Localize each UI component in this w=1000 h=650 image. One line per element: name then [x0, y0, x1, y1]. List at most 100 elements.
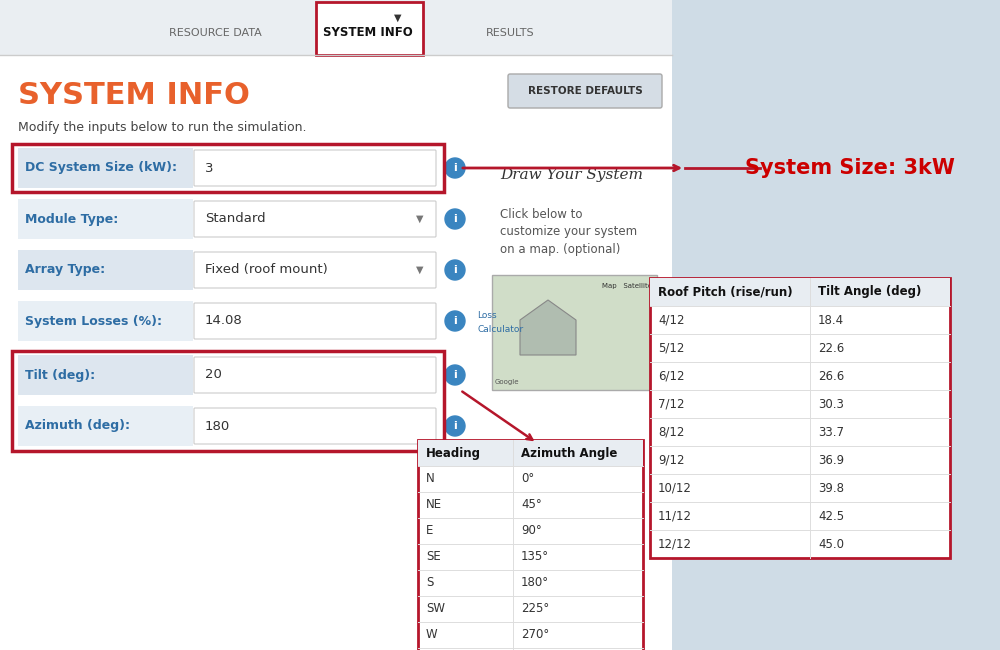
FancyBboxPatch shape — [18, 148, 193, 188]
FancyBboxPatch shape — [194, 303, 436, 339]
Circle shape — [445, 416, 465, 436]
Circle shape — [445, 365, 465, 385]
Text: i: i — [453, 370, 457, 380]
Text: Calculator: Calculator — [477, 324, 523, 333]
Text: Roof Pitch (rise/run): Roof Pitch (rise/run) — [658, 285, 793, 298]
Text: 39.8: 39.8 — [818, 482, 844, 495]
FancyBboxPatch shape — [194, 408, 436, 444]
Text: 36.9: 36.9 — [818, 454, 844, 467]
Text: Tilt Angle (deg): Tilt Angle (deg) — [818, 285, 921, 298]
Text: Heading: Heading — [426, 447, 481, 460]
FancyBboxPatch shape — [194, 150, 436, 186]
FancyBboxPatch shape — [194, 357, 436, 393]
Text: ▼: ▼ — [394, 13, 402, 23]
Text: 7/12: 7/12 — [658, 398, 684, 411]
Text: Draw Your System: Draw Your System — [500, 168, 643, 182]
Text: Azimuth Angle: Azimuth Angle — [521, 447, 617, 460]
Text: ▼: ▼ — [416, 214, 424, 224]
Polygon shape — [520, 300, 576, 355]
Text: customize your system: customize your system — [500, 226, 637, 239]
FancyBboxPatch shape — [418, 440, 643, 466]
Text: 90°: 90° — [521, 525, 542, 538]
FancyBboxPatch shape — [0, 0, 672, 55]
FancyBboxPatch shape — [0, 0, 672, 650]
Text: RESTORE DEFAULTS: RESTORE DEFAULTS — [528, 86, 642, 96]
Text: Standard: Standard — [205, 213, 266, 226]
Text: SE: SE — [426, 551, 441, 564]
Text: RESOURCE DATA: RESOURCE DATA — [169, 28, 261, 38]
Text: Tilt (deg):: Tilt (deg): — [25, 369, 95, 382]
FancyBboxPatch shape — [650, 278, 950, 306]
Text: 3: 3 — [205, 161, 214, 174]
Text: i: i — [453, 421, 457, 431]
Circle shape — [445, 260, 465, 280]
Text: SW: SW — [426, 603, 445, 616]
Text: 11/12: 11/12 — [658, 510, 692, 523]
FancyBboxPatch shape — [18, 406, 193, 446]
Text: ▼: ▼ — [416, 265, 424, 275]
FancyBboxPatch shape — [18, 301, 193, 341]
Text: Google: Google — [495, 379, 520, 385]
Text: Click below to: Click below to — [500, 209, 582, 222]
Text: 180: 180 — [205, 419, 230, 432]
Text: 5/12: 5/12 — [658, 341, 684, 354]
Text: 42.5: 42.5 — [818, 510, 844, 523]
Text: Loss: Loss — [477, 311, 497, 320]
FancyBboxPatch shape — [508, 74, 662, 108]
Text: 14.08: 14.08 — [205, 315, 243, 328]
Text: Array Type:: Array Type: — [25, 263, 105, 276]
Text: 270°: 270° — [521, 629, 549, 642]
Text: SYSTEM INFO: SYSTEM INFO — [18, 81, 250, 109]
Text: Map   Satellite: Map Satellite — [602, 283, 652, 289]
FancyBboxPatch shape — [18, 199, 193, 239]
Text: SYSTEM INFO: SYSTEM INFO — [323, 27, 413, 40]
Text: 45.0: 45.0 — [818, 538, 844, 551]
Text: System Losses (%):: System Losses (%): — [25, 315, 162, 328]
Text: 20: 20 — [205, 369, 222, 382]
Text: 10/12: 10/12 — [658, 482, 692, 495]
FancyBboxPatch shape — [194, 201, 436, 237]
Text: 135°: 135° — [521, 551, 549, 564]
Circle shape — [445, 209, 465, 229]
Text: 18.4: 18.4 — [818, 313, 844, 326]
Text: Fixed (roof mount): Fixed (roof mount) — [205, 263, 328, 276]
Text: 4/12: 4/12 — [658, 313, 684, 326]
Text: NE: NE — [426, 499, 442, 512]
Text: 33.7: 33.7 — [818, 426, 844, 439]
FancyBboxPatch shape — [492, 275, 657, 390]
Text: System Size: 3kW: System Size: 3kW — [745, 158, 955, 178]
Text: E: E — [426, 525, 433, 538]
Text: Modify the inputs below to run the simulation.: Modify the inputs below to run the simul… — [18, 122, 306, 135]
FancyBboxPatch shape — [316, 2, 423, 55]
Circle shape — [445, 158, 465, 178]
Text: N: N — [426, 473, 435, 486]
Text: 6/12: 6/12 — [658, 369, 684, 382]
Text: 180°: 180° — [521, 577, 549, 590]
Text: on a map. (optional): on a map. (optional) — [500, 242, 620, 255]
FancyBboxPatch shape — [194, 252, 436, 288]
FancyBboxPatch shape — [418, 440, 643, 650]
FancyBboxPatch shape — [650, 278, 950, 558]
Text: 225°: 225° — [521, 603, 549, 616]
Text: RESULTS: RESULTS — [486, 28, 534, 38]
Text: 26.6: 26.6 — [818, 369, 844, 382]
Text: i: i — [453, 214, 457, 224]
FancyBboxPatch shape — [653, 304, 683, 361]
Text: DC System Size (kW):: DC System Size (kW): — [25, 161, 177, 174]
Text: i: i — [453, 316, 457, 326]
Text: Azimuth (deg):: Azimuth (deg): — [25, 419, 130, 432]
Text: 30.3: 30.3 — [818, 398, 844, 411]
Text: 12/12: 12/12 — [658, 538, 692, 551]
Text: S: S — [426, 577, 433, 590]
Text: 8/12: 8/12 — [658, 426, 684, 439]
Text: Module Type:: Module Type: — [25, 213, 118, 226]
Text: 0°: 0° — [521, 473, 534, 486]
Text: W: W — [426, 629, 438, 642]
Text: i: i — [453, 163, 457, 173]
Text: 45°: 45° — [521, 499, 542, 512]
FancyBboxPatch shape — [18, 250, 193, 290]
Text: »: » — [662, 322, 674, 341]
Circle shape — [445, 311, 465, 331]
Text: i: i — [453, 265, 457, 275]
Text: 22.6: 22.6 — [818, 341, 844, 354]
